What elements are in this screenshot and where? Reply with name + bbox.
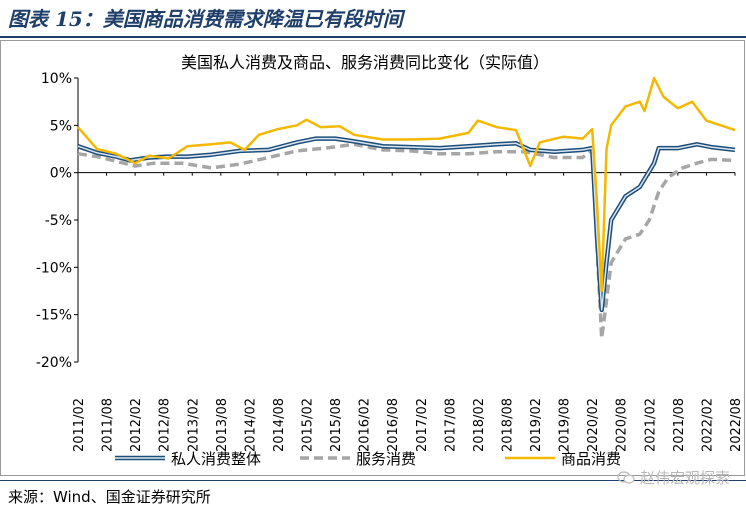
x-tick-label: 2014/02: [243, 398, 258, 452]
x-tick-label: 2013/02: [186, 398, 201, 452]
x-tick-label: 2015/08: [329, 398, 344, 452]
x-tick-label: 2013/08: [215, 398, 230, 452]
source-rule: [0, 480, 746, 481]
figure-title: 图表 15：美国商品消费需求降温已有段时间: [8, 7, 403, 31]
title-rule: [0, 36, 746, 38]
x-tick-label: 2017/08: [443, 398, 458, 452]
x-tick-label: 2018/02: [472, 398, 487, 452]
source-note: 来源：Wind、国金证券研究所: [8, 488, 211, 506]
x-tick-label: 2021/02: [643, 398, 658, 452]
x-tick-label: 2022/08: [729, 398, 744, 452]
x-tick-label: 2020/02: [586, 398, 601, 452]
y-tick-label: 0%: [50, 166, 72, 182]
x-tick-label: 2018/08: [500, 398, 515, 452]
x-tick-label: 2019/02: [529, 398, 544, 452]
y-tick-label: -15%: [36, 308, 72, 324]
x-tick-label: 2011/08: [101, 398, 116, 452]
x-tick-label: 2022/02: [700, 398, 715, 452]
legend-label: 私人消费整体: [171, 450, 261, 468]
y-tick-label: 10%: [41, 71, 72, 87]
y-tick-label: 5%: [50, 118, 72, 134]
x-tick-label: 2021/08: [672, 398, 687, 452]
y-tick-label: -10%: [36, 260, 72, 276]
series-line-total: [77, 137, 736, 311]
x-tick-label: 2012/02: [129, 398, 144, 452]
x-tick-label: 2012/08: [158, 398, 173, 452]
legend-label: 商品消费: [561, 450, 621, 468]
watermark-text: 赵伟宏观探索: [639, 469, 730, 487]
x-tick-label: 2015/02: [301, 398, 316, 452]
series-line-services: [77, 142, 736, 341]
chart-frame: [0, 40, 745, 476]
watermark: 赵伟宏观探索: [617, 467, 730, 488]
series-line-goods: [77, 76, 736, 293]
wechat-icon: [617, 471, 635, 484]
legend-label: 服务消费: [356, 450, 416, 468]
x-tick-label: 2017/02: [415, 398, 430, 452]
y-tick-label: -5%: [45, 213, 72, 229]
x-tick-label: 2019/08: [558, 398, 573, 452]
y-tick-label: -20%: [36, 355, 72, 371]
x-tick-label: 2016/08: [386, 398, 401, 452]
x-tick-label: 2016/02: [358, 398, 373, 452]
x-tick-label: 2020/08: [615, 398, 630, 452]
chart-title: 美国私人消费及商品、服务消费同比变化（实际值）: [181, 53, 549, 72]
line-chart: 美国私人消费及商品、服务消费同比变化（实际值） -20% -15% -10% -5% 0%…: [36, 53, 744, 468]
x-tick-label: 2014/08: [272, 398, 287, 452]
x-tick-label: 2011/02: [72, 398, 87, 452]
